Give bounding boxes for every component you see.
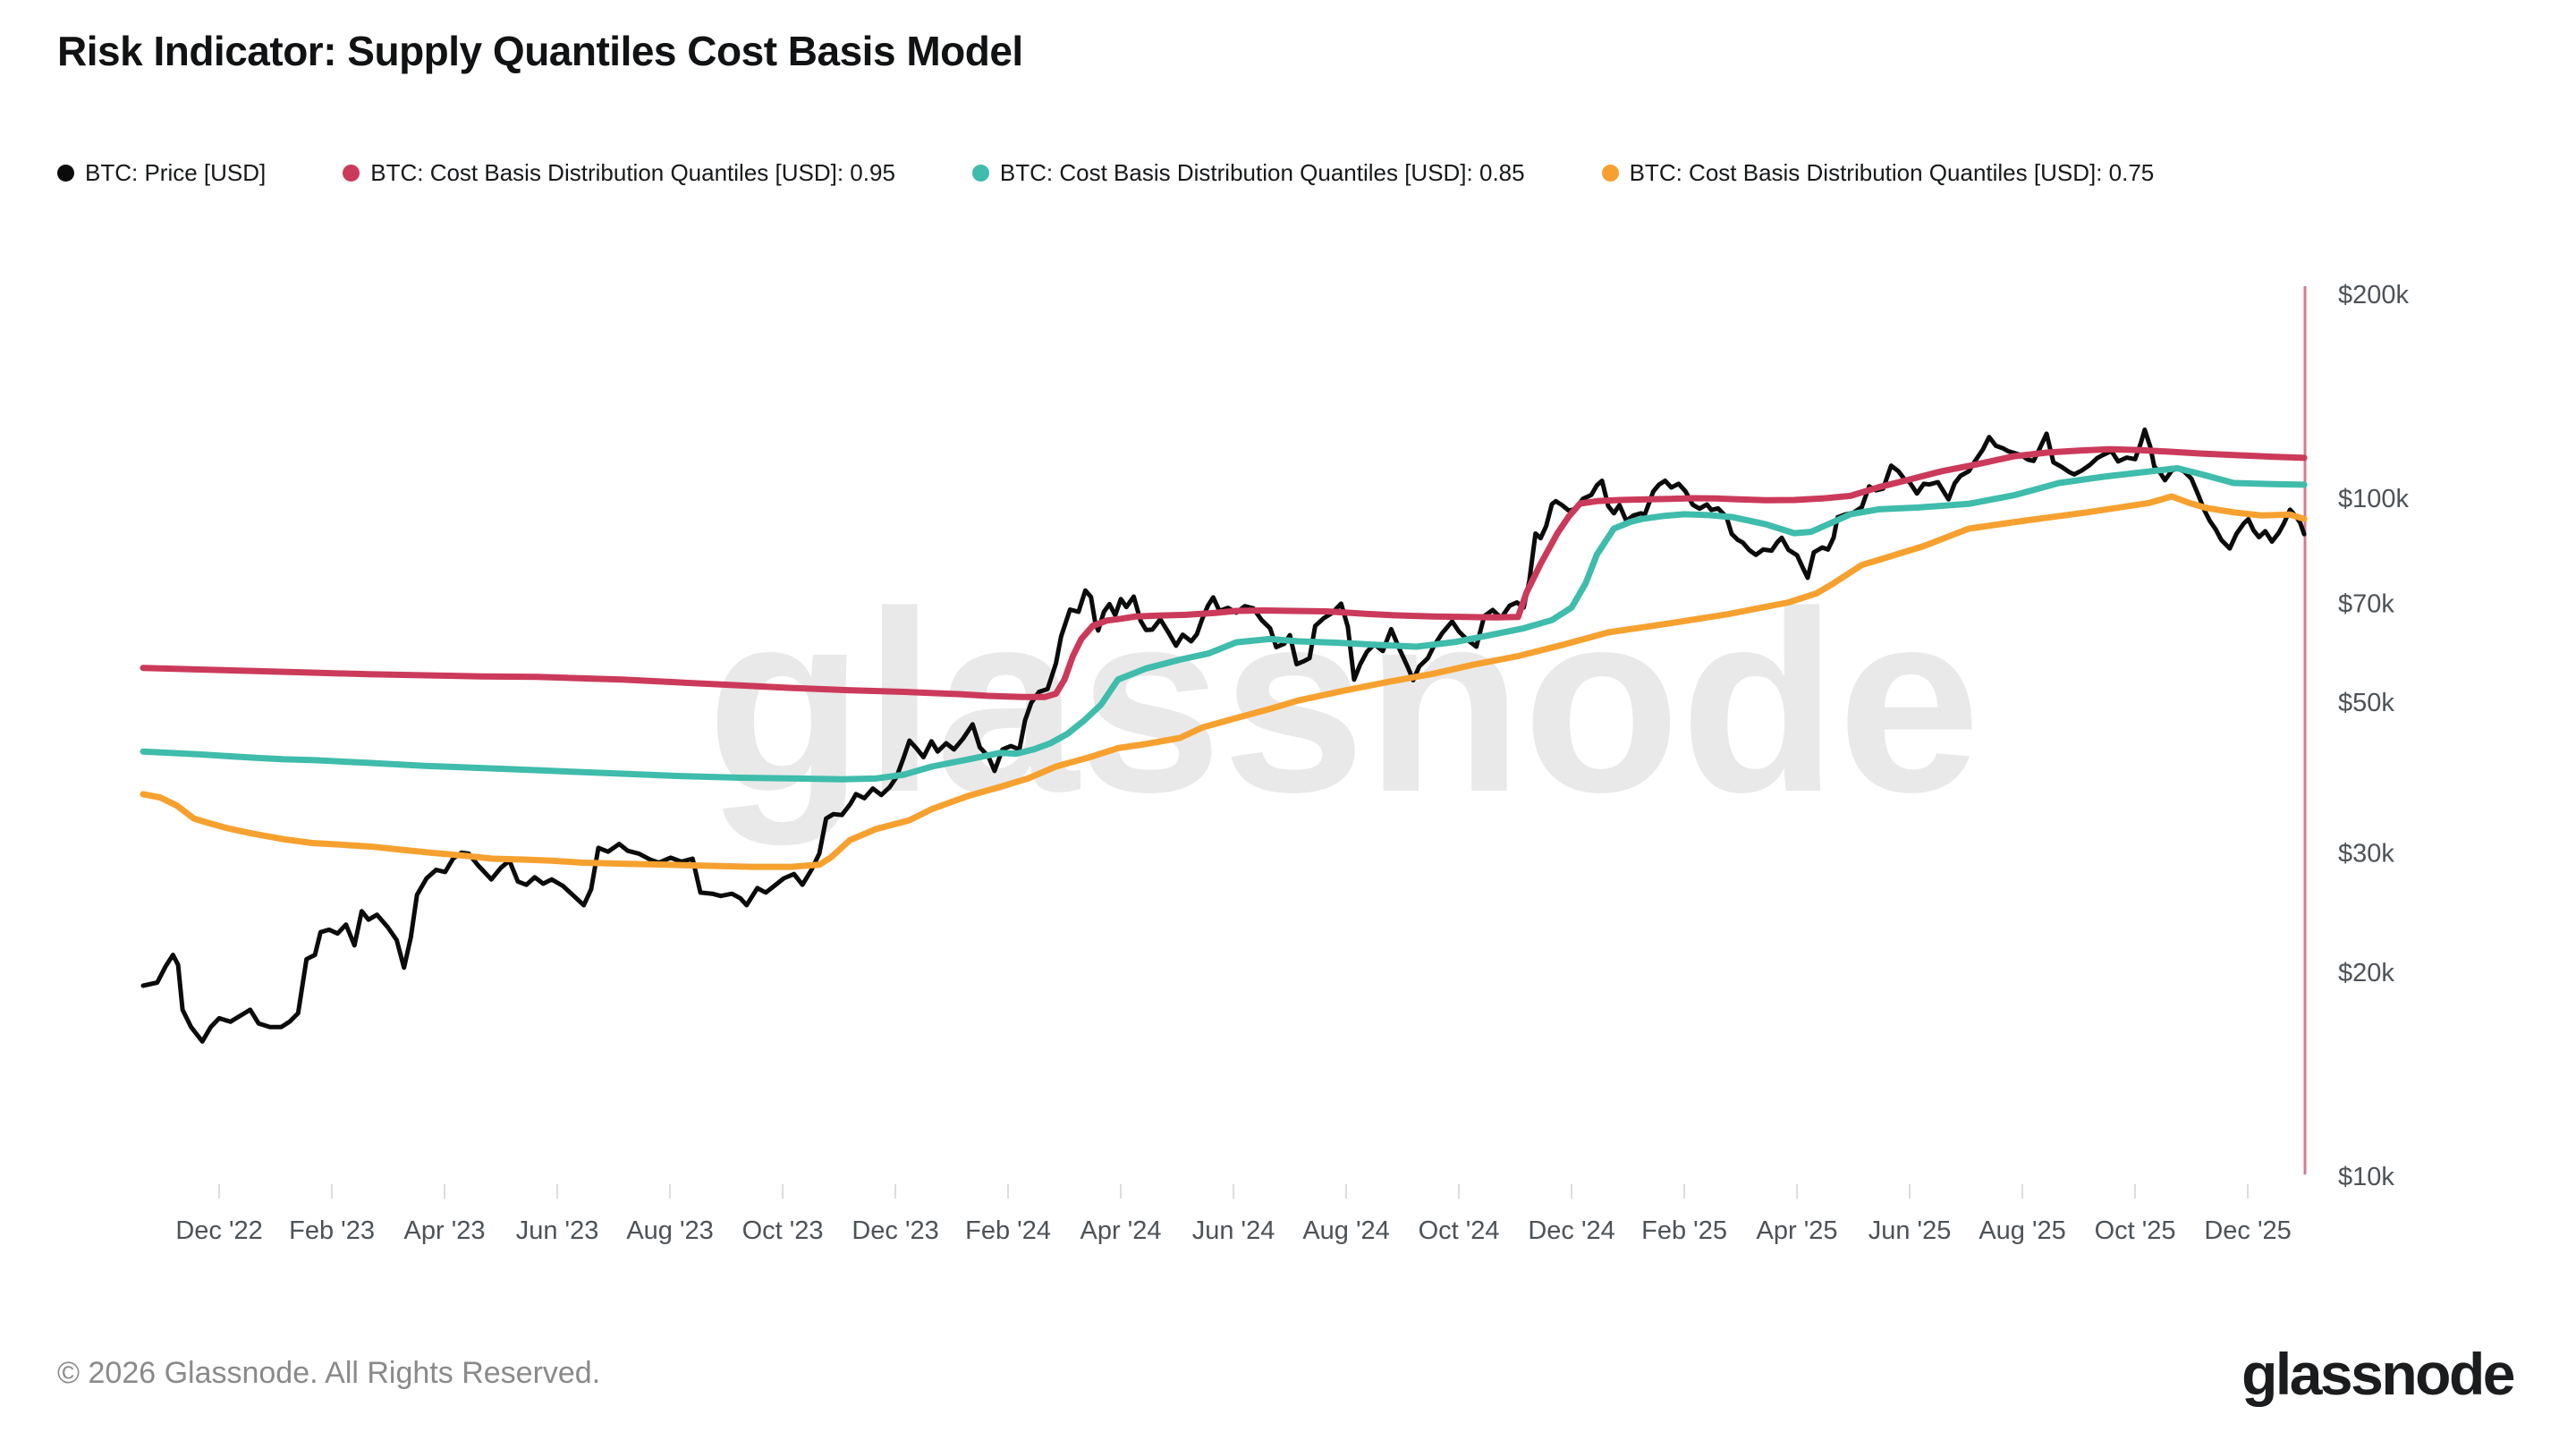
y-axis-label-5: $20k [2338,959,2394,987]
series-line-quantile-085 [140,465,2308,783]
legend-item-btc-price[interactable]: BTC: Price [USD] [57,159,266,187]
glassnode-logo: glassnode [2241,1341,2515,1407]
legend-dot-quantile-085 [971,165,989,182]
y-axis-label-4: $30k [2338,839,2394,868]
page-title: Risk Indicator: Supply Quantiles Cost Ba… [57,28,1023,74]
x-axis-label-15: Jun '25 [1868,1216,1952,1245]
x-axis-label-14: Apr '25 [1757,1216,1838,1245]
legend-item-quantile-075[interactable]: BTC: Cost Basis Distribution Quantiles [… [1601,159,2155,187]
x-axis-label-5: Oct '23 [742,1216,824,1245]
series-line-quantile-075 [140,493,2308,870]
x-axis-label-3: Jun '23 [516,1216,599,1245]
copyright-text: © 2026 Glassnode. All Rights Reserved. [57,1356,601,1390]
y-axis-label-2: $70k [2338,589,2394,618]
x-axis-label-0: Dec '22 [175,1216,262,1245]
x-axis-label-1: Feb '23 [289,1216,375,1245]
legend-label-quantile-095: BTC: Cost Basis Distribution Quantiles [… [370,159,895,186]
x-axis-label-2: Apr '23 [404,1216,486,1245]
x-axis-label-17: Oct '25 [2095,1216,2176,1245]
x-axis-label-9: Jun '24 [1192,1216,1275,1245]
legend-item-quantile-095[interactable]: BTC: Cost Basis Distribution Quantiles [… [343,159,895,187]
x-axis-label-13: Feb '25 [1641,1216,1727,1245]
legend-item-quantile-085[interactable]: BTC: Cost Basis Distribution Quantiles [… [971,159,1525,187]
y-axis-label-6: $10k [2338,1163,2394,1191]
series-line-btc-price [140,427,2307,1044]
series-line-quantile-095 [140,445,2308,700]
y-axis-label-0: $200k [2338,281,2410,309]
legend-dot-btc-price [57,165,74,182]
x-axis-label-6: Dec '23 [852,1216,938,1245]
chart-legend: BTC: Price [USD] BTC: Cost Basis Distribu… [57,159,2154,187]
x-axis-label-8: Apr '24 [1080,1216,1162,1245]
x-axis-label-11: Oct '24 [1419,1216,1500,1245]
x-axis-label-7: Feb '24 [965,1216,1051,1245]
legend-dot-quantile-075 [1601,165,1619,182]
x-axis-label-12: Dec '24 [1528,1216,1614,1245]
y-axis-label-1: $100k [2338,485,2410,513]
x-axis-label-4: Aug '23 [626,1216,713,1245]
x-axis-label-16: Aug '25 [1979,1216,2065,1245]
legend-label-quantile-075: BTC: Cost Basis Distribution Quantiles [… [1629,159,2155,186]
legend-label-quantile-085: BTC: Cost Basis Distribution Quantiles [… [999,159,1525,186]
legend-label-btc-price: BTC: Price [USD] [85,159,267,186]
legend-dot-quantile-095 [343,165,360,182]
x-axis-label-10: Aug '24 [1302,1216,1389,1245]
y-axis-label-3: $50k [2338,689,2394,717]
x-axis-label-18: Dec '25 [2204,1216,2291,1245]
